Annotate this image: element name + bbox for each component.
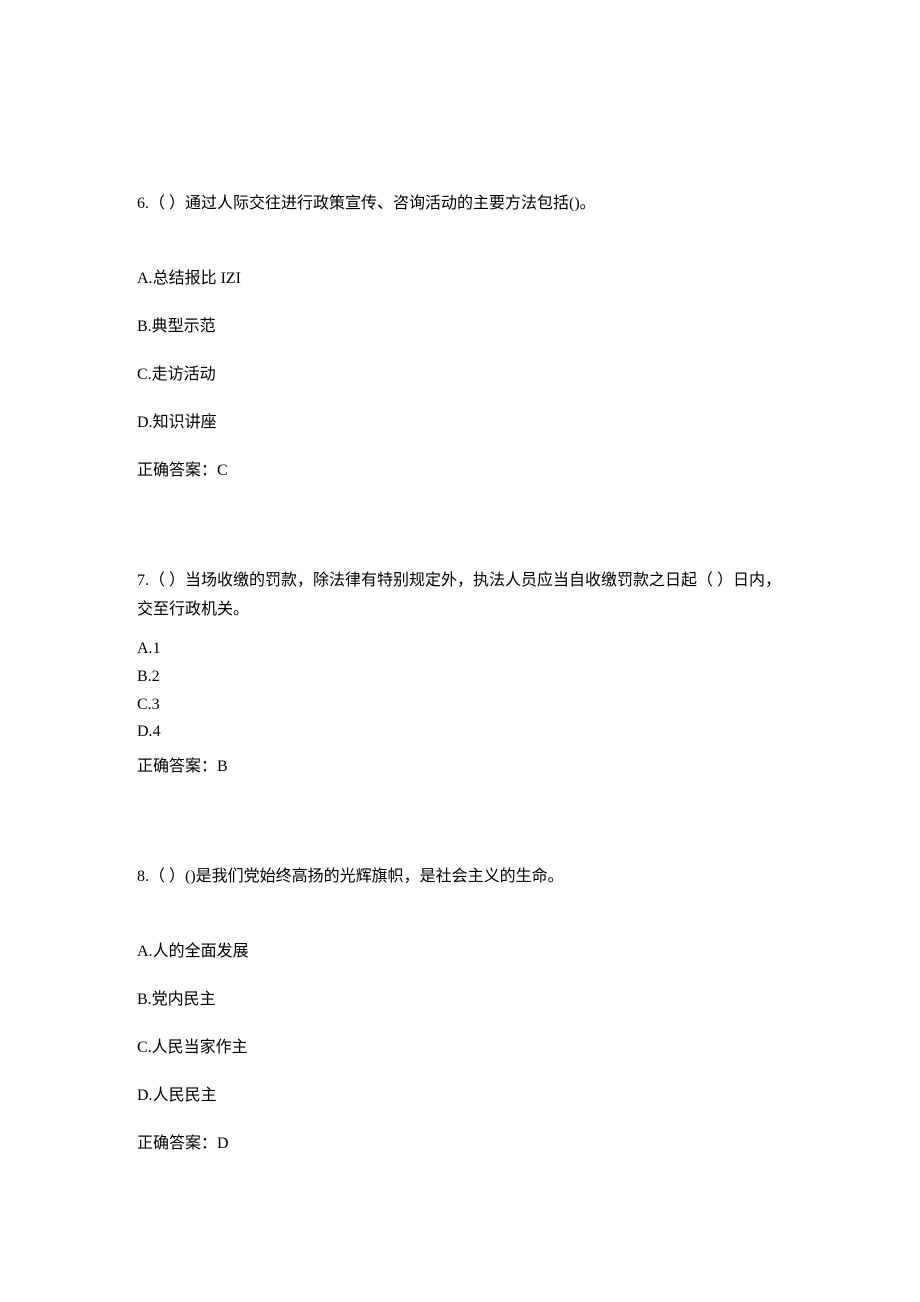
- question-7-prompt: 7.（ ）当场收缴的罚款，除法律有特别规定外，执法人员应当自收缴罚款之日起（ ）…: [137, 567, 783, 625]
- answer-label: 正确答案：: [137, 1135, 217, 1152]
- option-d: D.4: [137, 719, 783, 745]
- answer-label: 正确答案：: [137, 758, 217, 775]
- question-6-prompt: 6.（ ）通过人际交往进行政策宣传、咨询活动的主要方法包括()。: [137, 190, 783, 219]
- option-b: B.典型示范: [137, 315, 783, 339]
- option-b: B.党内民主: [137, 988, 783, 1012]
- question-prompt-text: （ ）()是我们党始终高扬的光辉旗帜，是社会主义的生命。: [149, 868, 564, 885]
- option-label: D.: [137, 723, 153, 740]
- option-text: 党内民主: [152, 991, 216, 1008]
- option-c: C.人民当家作主: [137, 1036, 783, 1060]
- correct-answer: 正确答案：C: [137, 459, 783, 483]
- option-label: B.: [137, 991, 152, 1008]
- option-b: B.2: [137, 664, 783, 690]
- correct-answer: 正确答案：D: [137, 1132, 783, 1156]
- answer-value: B: [217, 758, 228, 775]
- correct-answer: 正确答案：B: [137, 755, 783, 779]
- option-label: C.: [137, 366, 152, 383]
- option-a: A.1: [137, 636, 783, 662]
- option-label: C.: [137, 1039, 152, 1056]
- answer-label: 正确答案：: [137, 462, 217, 479]
- question-prompt-text: （ ）当场收缴的罚款，除法律有特别规定外，执法人员应当自收缴罚款之日起（ ）日内…: [137, 572, 781, 618]
- option-text: 2: [152, 668, 160, 685]
- option-c: C.走访活动: [137, 363, 783, 387]
- question-number: 6.: [137, 195, 149, 212]
- option-label: B.: [137, 318, 152, 335]
- option-d: D.人民民主: [137, 1084, 783, 1108]
- answer-value: C: [217, 462, 228, 479]
- option-label: A.: [137, 943, 153, 960]
- question-number: 7.: [137, 572, 149, 589]
- option-a: A.人的全面发展: [137, 940, 783, 964]
- question-number: 8.: [137, 868, 149, 885]
- option-label: B.: [137, 668, 152, 685]
- option-label: A.: [137, 270, 153, 287]
- option-text: 走访活动: [152, 366, 216, 383]
- answer-value: D: [217, 1135, 229, 1152]
- option-c: C.3: [137, 692, 783, 718]
- option-text: 典型示范: [152, 318, 216, 335]
- question-8: 8.（ ）()是我们党始终高扬的光辉旗帜，是社会主义的生命。 A.人的全面发展 …: [137, 863, 783, 1156]
- option-text: 知识讲座: [153, 414, 217, 431]
- option-text: 人的全面发展: [153, 943, 249, 960]
- option-label: D.: [137, 1087, 153, 1104]
- question-prompt-text: （ ）通过人际交往进行政策宣传、咨询活动的主要方法包括()。: [149, 195, 596, 212]
- option-a: A.总结报比 IZI: [137, 267, 783, 291]
- question-7: 7.（ ）当场收缴的罚款，除法律有特别规定外，执法人员应当自收缴罚款之日起（ ）…: [137, 567, 783, 779]
- option-label: C.: [137, 696, 152, 713]
- question-8-prompt: 8.（ ）()是我们党始终高扬的光辉旗帜，是社会主义的生命。: [137, 863, 783, 892]
- option-d: D.知识讲座: [137, 411, 783, 435]
- option-label: D.: [137, 414, 153, 431]
- option-text: 4: [153, 723, 161, 740]
- option-text: 总结报比 IZI: [153, 270, 241, 287]
- option-text: 人民民主: [153, 1087, 217, 1104]
- question-6: 6.（ ）通过人际交往进行政策宣传、咨询活动的主要方法包括()。 A.总结报比 …: [137, 190, 783, 483]
- option-label: A.: [137, 640, 153, 657]
- option-text: 1: [153, 640, 161, 657]
- option-text: 人民当家作主: [152, 1039, 248, 1056]
- option-text: 3: [152, 696, 160, 713]
